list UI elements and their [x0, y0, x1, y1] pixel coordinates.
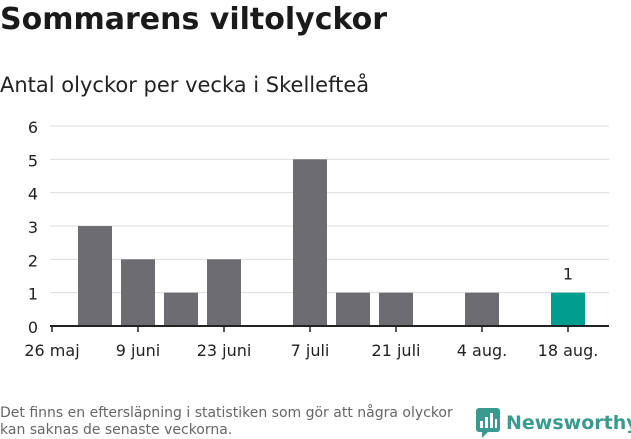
y-tick-label: 1	[28, 285, 38, 304]
chart-title: Sommarens viltolyckor	[0, 2, 388, 37]
bar	[465, 292, 499, 326]
chart-subtitle: Antal olyckor per vecka i Skellefteå	[0, 73, 370, 97]
bar	[293, 159, 327, 326]
x-tick-label: 4 aug.	[457, 341, 507, 360]
bar	[78, 226, 112, 326]
x-tick-label: 9 juni	[116, 341, 160, 360]
y-tick-label: 3	[28, 218, 38, 237]
x-tick-label: 7 juli	[291, 341, 330, 360]
x-tick-label: 18 aug.	[538, 341, 599, 360]
newsworthy-logo[interactable]: Newsworthy	[476, 408, 631, 438]
bar	[379, 292, 413, 326]
y-tick-label: 6	[28, 118, 38, 137]
bar	[551, 292, 585, 326]
y-tick-label: 4	[28, 185, 38, 204]
x-tick-label: 21 juli	[372, 341, 421, 360]
x-tick-label: 23 juni	[197, 341, 252, 360]
y-tick-label: 5	[28, 151, 38, 170]
newsworthy-icon	[476, 408, 500, 438]
bar	[164, 292, 198, 326]
x-tick-label: 26 maj	[24, 341, 79, 360]
bar	[207, 259, 241, 326]
bar-chart: 0 1 2 3 4 5 6 26 maj 9 juni 23 juni 7 juli 21 juli 4…	[24, 118, 609, 360]
bar	[121, 259, 155, 326]
bar	[336, 292, 370, 326]
data-label: 1	[563, 265, 573, 284]
y-tick-label: 2	[28, 251, 38, 270]
y-tick-label: 0	[28, 318, 38, 337]
brand-name: Newsworthy	[506, 412, 631, 434]
footnote: Det finns en eftersläpning i statistiken…	[0, 405, 453, 438]
